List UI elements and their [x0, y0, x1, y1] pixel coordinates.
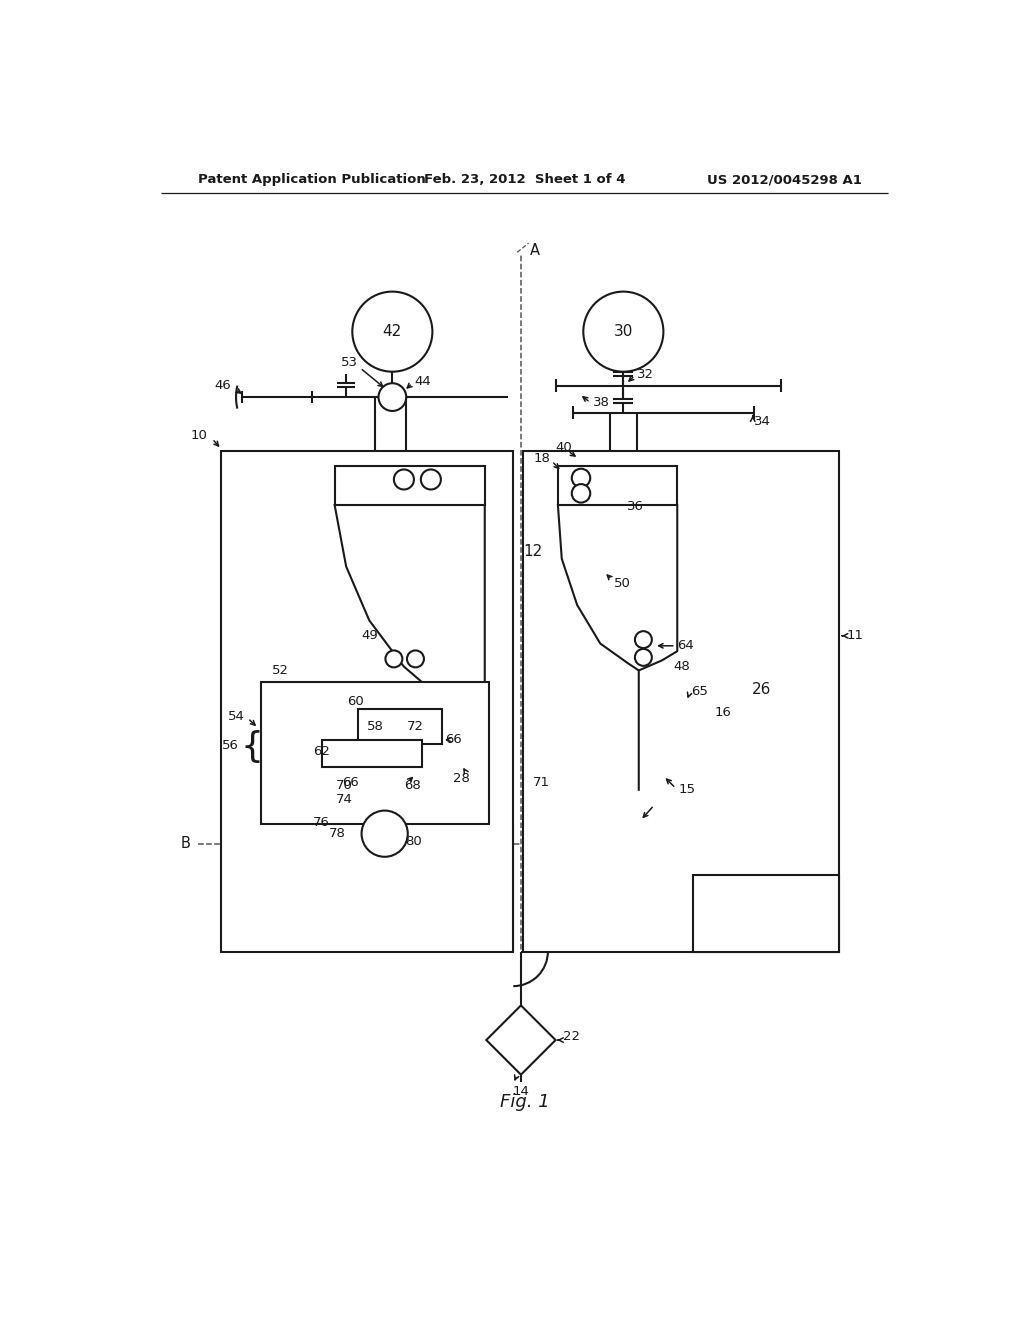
Text: 15: 15 — [679, 783, 695, 796]
Text: 66: 66 — [342, 776, 358, 788]
Text: {: { — [241, 730, 264, 764]
Circle shape — [421, 470, 441, 490]
Text: 26: 26 — [753, 682, 772, 697]
Text: 12: 12 — [523, 544, 542, 558]
Circle shape — [361, 810, 408, 857]
Text: 50: 50 — [614, 577, 631, 590]
Text: 14: 14 — [513, 1085, 529, 1098]
Text: 36: 36 — [628, 500, 644, 513]
Text: 42: 42 — [383, 325, 402, 339]
Text: A: A — [530, 243, 541, 259]
Bar — [692, 874, 839, 952]
Text: 22: 22 — [563, 1030, 581, 1043]
Text: 64: 64 — [677, 639, 694, 652]
Text: 54: 54 — [227, 710, 245, 723]
Bar — [558, 466, 677, 506]
Text: 66: 66 — [445, 733, 462, 746]
Text: 65: 65 — [691, 685, 708, 698]
Text: 62: 62 — [313, 744, 330, 758]
Circle shape — [407, 651, 424, 668]
Text: US 2012/0045298 A1: US 2012/0045298 A1 — [708, 173, 862, 186]
Bar — [357, 709, 442, 743]
Text: 60: 60 — [347, 694, 364, 708]
Circle shape — [635, 649, 652, 665]
Text: 80: 80 — [406, 834, 422, 847]
Text: 49: 49 — [360, 630, 378, 643]
Text: 46: 46 — [214, 379, 230, 392]
Bar — [221, 451, 513, 952]
Bar — [322, 739, 422, 767]
Text: 40: 40 — [555, 441, 571, 454]
Text: 78: 78 — [329, 828, 345, 841]
Text: 72: 72 — [407, 721, 424, 733]
Text: 48: 48 — [674, 660, 690, 673]
Text: 44: 44 — [414, 375, 431, 388]
Text: B: B — [181, 836, 190, 851]
Text: Patent Application Publication: Patent Application Publication — [199, 173, 426, 186]
Text: 52: 52 — [272, 664, 289, 677]
Text: 16: 16 — [714, 706, 731, 719]
Text: 58: 58 — [367, 721, 384, 733]
Circle shape — [352, 292, 432, 372]
Circle shape — [394, 470, 414, 490]
Circle shape — [584, 292, 664, 372]
Text: 56: 56 — [221, 739, 239, 751]
Text: 68: 68 — [403, 779, 421, 792]
Text: 18: 18 — [534, 453, 550, 465]
Circle shape — [571, 469, 590, 487]
Bar — [335, 466, 484, 506]
Text: 53: 53 — [341, 356, 357, 370]
Bar — [523, 451, 839, 952]
Text: 11: 11 — [847, 630, 863, 643]
Text: Feb. 23, 2012  Sheet 1 of 4: Feb. 23, 2012 Sheet 1 of 4 — [424, 173, 626, 186]
Text: 71: 71 — [532, 776, 550, 788]
Text: 32: 32 — [637, 367, 654, 380]
Text: 10: 10 — [190, 429, 208, 442]
Circle shape — [385, 651, 402, 668]
Circle shape — [571, 484, 590, 503]
Text: 70: 70 — [336, 779, 353, 792]
Text: 28: 28 — [454, 772, 470, 785]
Text: 74: 74 — [336, 792, 353, 805]
Polygon shape — [486, 1006, 556, 1074]
Text: 34: 34 — [755, 416, 771, 428]
Bar — [261, 682, 488, 825]
Text: 38: 38 — [593, 396, 609, 409]
Text: 30: 30 — [613, 325, 633, 339]
Circle shape — [635, 631, 652, 648]
Text: 76: 76 — [313, 816, 330, 829]
Circle shape — [379, 383, 407, 411]
Text: Fig. 1: Fig. 1 — [500, 1093, 550, 1110]
